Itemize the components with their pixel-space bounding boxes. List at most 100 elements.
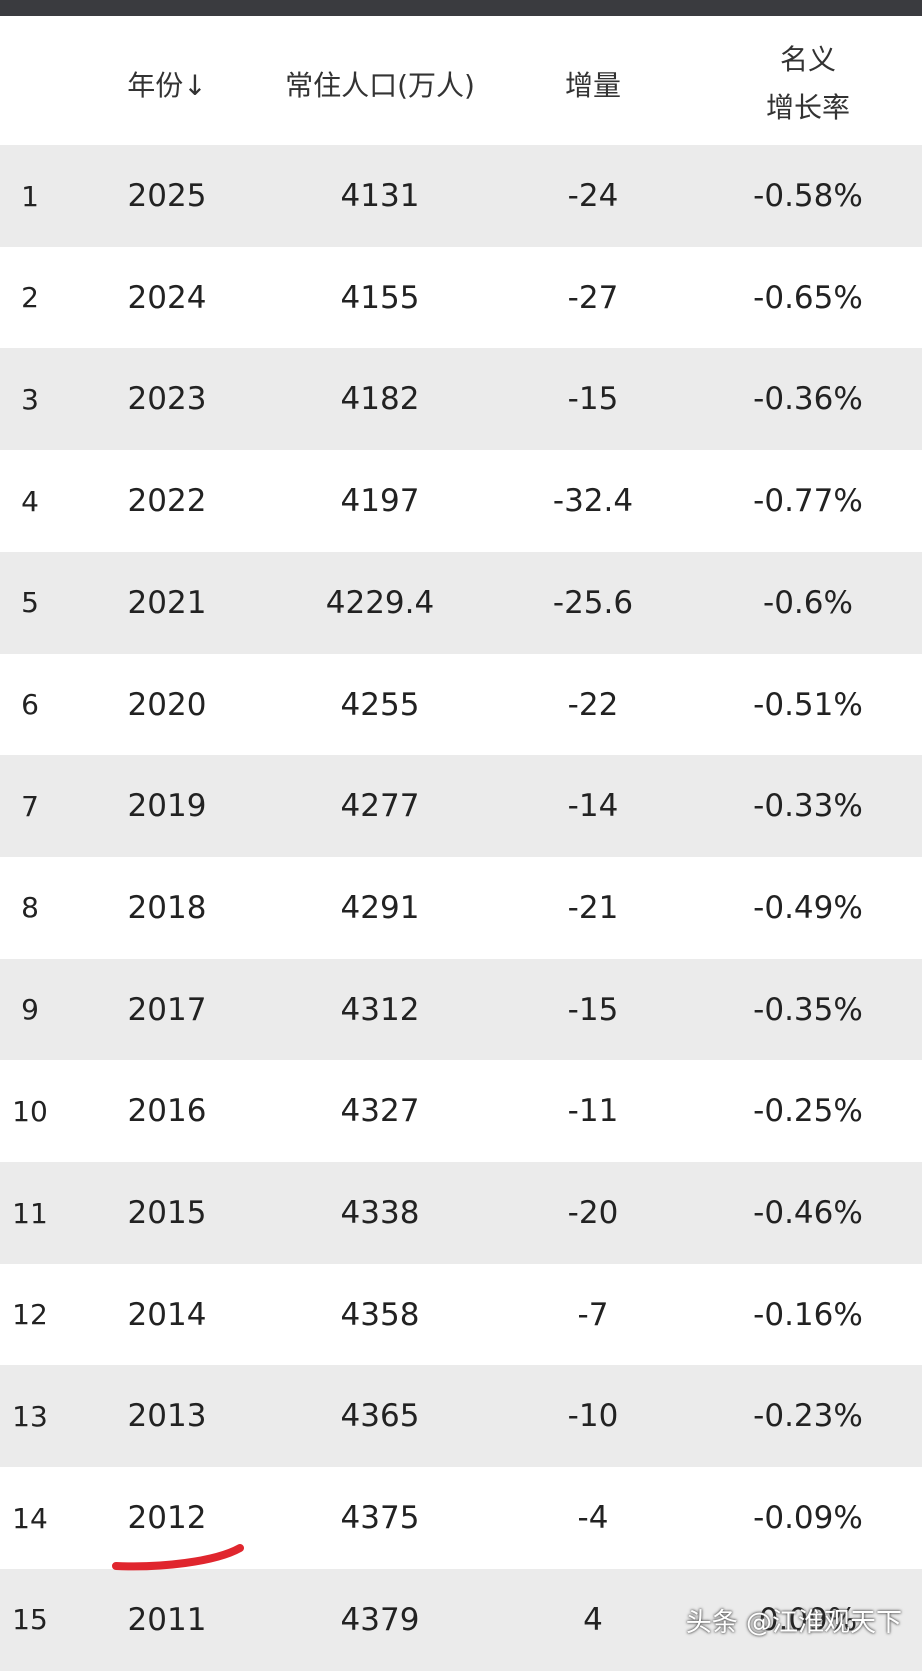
table-cell: -0.49% — [753, 889, 863, 926]
row-index: 13 — [12, 1399, 48, 1433]
table-row: 8 2018 4291 -21 -0.49% — [0, 856, 922, 959]
table-row: 1 2025 4131 -24 -0.58% — [0, 145, 922, 247]
table-cell: -10 — [567, 1398, 619, 1435]
table-row: 5 2021 4229.4 -25.6 -0.6% — [0, 551, 922, 654]
row-index: 14 — [12, 1501, 48, 1535]
table-cell: 4358 — [340, 1296, 420, 1333]
table-cell: 4375 — [340, 1500, 420, 1537]
row-index: 8 — [21, 891, 39, 925]
header-cell: 名义 增长率 — [766, 36, 850, 132]
header-cell: 年份↓ — [127, 69, 207, 102]
table-row: 11 2015 4338 -20 -0.46% — [0, 1162, 922, 1264]
table-cell: -22 — [567, 686, 619, 723]
table-cell: -24 — [567, 178, 619, 214]
row-index: 15 — [12, 1603, 48, 1637]
table-cell: 4277 — [340, 788, 420, 825]
table-row: 6 2020 4255 -22 -0.51% — [0, 653, 922, 756]
header-cell: 增量 — [564, 69, 622, 102]
table-cell: -14 — [567, 788, 619, 825]
table-cell: -27 — [567, 279, 619, 316]
table-cell: -0.23% — [753, 1398, 863, 1435]
row-index: 7 — [21, 789, 39, 823]
table-cell: -0.46% — [753, 1195, 863, 1231]
table-cell: -15 — [567, 991, 619, 1028]
table-cell: 2017 — [127, 991, 207, 1028]
table-cell: -0.65% — [753, 279, 863, 316]
table-cell: -32.4 — [552, 483, 634, 520]
table-cell: 4291 — [340, 889, 420, 926]
watermark: 头条 @江淮观天下 — [685, 1608, 902, 1638]
table-cell: -7 — [577, 1296, 609, 1333]
table-cell: 4229.4 — [325, 584, 435, 621]
table-cell: 4 — [583, 1601, 603, 1638]
table-cell: -20 — [567, 1195, 619, 1231]
table-cell: 2024 — [127, 279, 207, 316]
table-cell: 2011 — [127, 1601, 207, 1638]
table-cell: 4131 — [340, 178, 420, 214]
table-cell: -0.36% — [753, 381, 863, 418]
table-cell: -0.09% — [753, 1500, 863, 1537]
row-index: 1 — [21, 179, 39, 213]
table-cell: 2013 — [127, 1398, 207, 1435]
table-row: 15 2011 4379 4 0.09% — [0, 1568, 922, 1671]
table-cell: 4155 — [340, 279, 420, 316]
table-cell: 0.09% — [758, 1601, 858, 1638]
table-row: 12 2014 4358 -7 -0.16% — [0, 1263, 922, 1366]
table-cell: -4 — [577, 1500, 609, 1537]
table-cell: 4255 — [340, 686, 420, 723]
table-row: 4 2022 4197 -32.4 -0.77% — [0, 450, 922, 553]
table-cell: -0.16% — [753, 1296, 863, 1333]
table-cell: 2025 — [127, 178, 207, 214]
table-row: 7 2019 4277 -14 -0.33% — [0, 755, 922, 858]
table-cell: 4338 — [340, 1195, 420, 1231]
header-line: 增长率 — [765, 91, 851, 124]
row-index: 4 — [21, 484, 39, 518]
table-cell: -0.51% — [753, 686, 863, 723]
row-index: 3 — [21, 382, 39, 416]
row-index: 2 — [21, 281, 39, 315]
table-cell: 4365 — [340, 1398, 420, 1435]
table-cell: 2022 — [127, 483, 207, 520]
table-cell: -0.58% — [753, 178, 863, 214]
table-cell: 4182 — [340, 381, 420, 418]
table-row: 10 2016 4327 -11 -0.25% — [0, 1060, 922, 1163]
table-cell: -15 — [567, 381, 619, 418]
table-cell: 4379 — [340, 1601, 420, 1638]
status-bar — [0, 0, 922, 16]
table-cell: 4327 — [340, 1093, 420, 1130]
table-cell: 2018 — [127, 889, 207, 926]
row-index: 12 — [12, 1298, 48, 1332]
table-cell: -0.25% — [753, 1093, 863, 1130]
row-index: 10 — [12, 1094, 48, 1128]
table-cell: 2019 — [127, 788, 207, 825]
table-cell: -11 — [567, 1093, 619, 1130]
row-index: 9 — [21, 993, 39, 1027]
table-header: 年份↓ 常住人口(万人) 增量 名义增长率 — [0, 16, 922, 145]
row-index: 5 — [21, 586, 39, 620]
table-cell: -25.6 — [552, 584, 634, 621]
table-cell: 4312 — [340, 991, 420, 1028]
table-cell: 2020 — [127, 686, 207, 723]
table-cell: -21 — [567, 889, 619, 926]
table-cell: 2021 — [127, 584, 207, 621]
table-cell: 2012 — [127, 1500, 207, 1537]
row-index: 11 — [12, 1196, 48, 1230]
table-cell: 2014 — [127, 1296, 207, 1333]
table-row: 2 2024 4155 -27 -0.65% — [0, 246, 922, 349]
table-row: 14 2012 4375 -4 -0.09% — [0, 1467, 922, 1570]
table-cell: -0.77% — [753, 483, 863, 520]
table-cell: -0.6% — [763, 584, 853, 621]
table-cell: 2016 — [127, 1093, 207, 1130]
table-cell: 2023 — [127, 381, 207, 418]
table-cell: -0.35% — [753, 991, 863, 1028]
table-cell: 2015 — [127, 1195, 207, 1231]
table-row: 13 2013 4365 -10 -0.23% — [0, 1365, 922, 1468]
row-index: 6 — [21, 688, 39, 721]
header-line: 名义 — [779, 43, 837, 76]
table-row: 9 2017 4312 -15 -0.35% — [0, 958, 922, 1061]
table-row: 3 2023 4182 -15 -0.36% — [0, 348, 922, 451]
table-cell: -0.33% — [753, 788, 863, 825]
header-cell: 常住人口(万人) — [285, 69, 475, 102]
table-cell: 4197 — [340, 483, 420, 520]
